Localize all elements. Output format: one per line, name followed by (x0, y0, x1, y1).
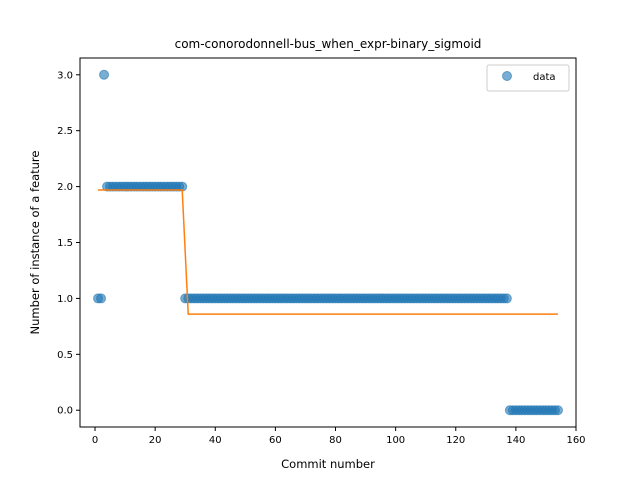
axis-ticks: 0 20 40 60 80 100 120 140 160 0.0 0.5 1.0 1.5 2.0 2.5 3… (57, 70, 585, 446)
y-tick-label: 1.5 (57, 238, 73, 249)
data-point (501, 293, 512, 304)
x-axis-label: Commit number (281, 457, 375, 471)
legend-label-data: data (533, 72, 556, 83)
y-tick-label: 1.0 (57, 294, 73, 305)
y-tick-label: 2.5 (57, 126, 73, 137)
x-tick-label: 0 (92, 435, 98, 446)
legend-marker-data (502, 71, 512, 81)
data-point (552, 405, 563, 416)
x-tick-label: 60 (269, 435, 282, 446)
y-tick-label: 3.0 (57, 70, 73, 81)
y-axis-label: Number of instance of a feature (28, 151, 42, 335)
chart-title: com-conorodonnell-bus_when_expr-binary_s… (175, 37, 482, 51)
x-tick-label: 100 (386, 435, 405, 446)
x-tick-label: 20 (149, 435, 162, 446)
x-tick-label: 140 (506, 435, 525, 446)
y-tick-label: 0.5 (57, 350, 73, 361)
x-tick-label: 120 (446, 435, 465, 446)
fit-line (98, 189, 558, 315)
y-tick-label: 2.0 (57, 182, 73, 193)
legend: data (486, 64, 570, 92)
x-tick-label: 80 (329, 435, 342, 446)
x-tick-label: 40 (209, 435, 222, 446)
x-tick-label: 160 (566, 435, 585, 446)
axes-frame (79, 57, 577, 428)
data-point (99, 69, 110, 80)
legend-box (486, 64, 570, 92)
data-point (96, 293, 107, 304)
y-tick-label: 0.0 (57, 406, 73, 417)
data-marks (93, 69, 563, 416)
